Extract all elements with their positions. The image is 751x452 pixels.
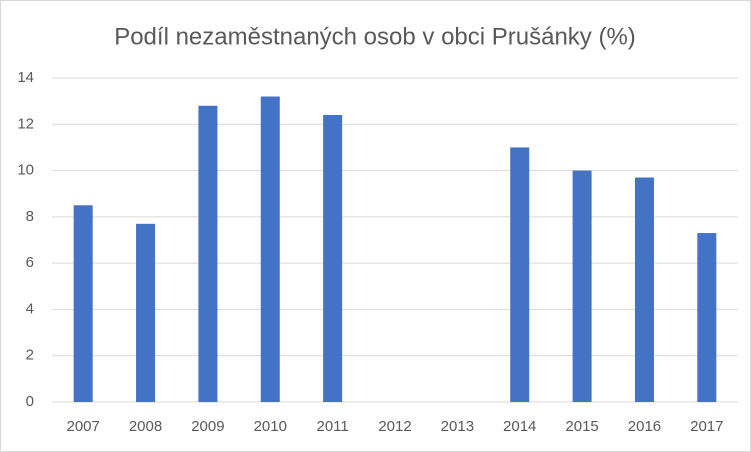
y-tick-label: 8 <box>26 208 34 225</box>
bar <box>634 177 654 402</box>
bar <box>510 147 530 402</box>
y-tick-label: 10 <box>17 162 34 179</box>
y-tick-label: 4 <box>26 300 34 317</box>
y-tick-label: 2 <box>26 347 34 364</box>
y-tick-label: 0 <box>26 393 34 410</box>
x-tick-label: 2015 <box>565 418 598 435</box>
bar <box>136 223 156 402</box>
bar <box>198 105 218 403</box>
x-tick-label: 2017 <box>690 418 723 435</box>
y-tick-label: 12 <box>17 115 34 132</box>
x-tick-label: 2016 <box>628 418 661 435</box>
x-tick-label: 2008 <box>129 418 162 435</box>
x-tick-label: 2013 <box>441 418 474 435</box>
bar <box>697 233 717 402</box>
x-tick-label: 2012 <box>378 418 411 435</box>
x-tick-label: 2014 <box>503 418 536 435</box>
y-tick-label: 6 <box>26 254 34 271</box>
bar <box>323 115 343 403</box>
bar <box>73 205 93 402</box>
bar <box>572 170 592 402</box>
x-tick-label: 2010 <box>254 418 287 435</box>
chart-title: Podíl nezaměstnaných osob v obci Prušánk… <box>114 23 636 50</box>
x-tick-label: 2007 <box>66 418 99 435</box>
y-tick-label: 14 <box>17 69 34 86</box>
x-tick-label: 2009 <box>191 418 224 435</box>
x-tick-label: 2011 <box>317 418 349 435</box>
bar <box>260 96 280 402</box>
